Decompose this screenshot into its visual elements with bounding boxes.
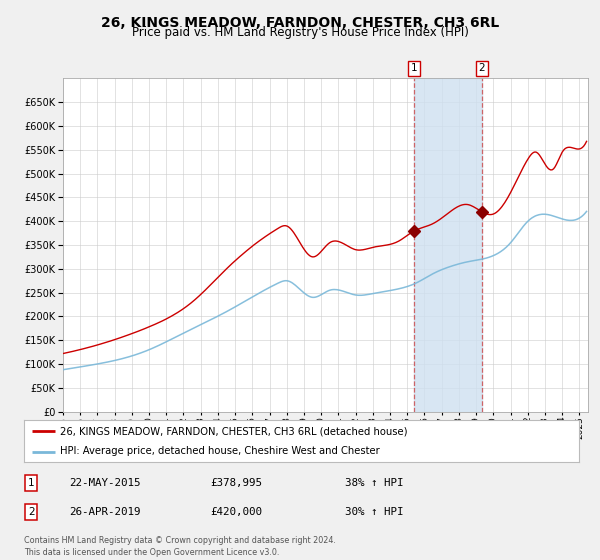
Text: 26-APR-2019: 26-APR-2019	[69, 507, 140, 517]
Text: 26, KINGS MEADOW, FARNDON, CHESTER, CH3 6RL (detached house): 26, KINGS MEADOW, FARNDON, CHESTER, CH3 …	[60, 426, 407, 436]
Text: Contains HM Land Registry data © Crown copyright and database right 2024.
This d: Contains HM Land Registry data © Crown c…	[24, 536, 336, 557]
Text: 22-MAY-2015: 22-MAY-2015	[69, 478, 140, 488]
Text: HPI: Average price, detached house, Cheshire West and Chester: HPI: Average price, detached house, Ches…	[60, 446, 380, 456]
Bar	[414, 78, 482, 412]
Text: 1: 1	[410, 63, 417, 73]
Text: 38% ↑ HPI: 38% ↑ HPI	[345, 478, 404, 488]
Text: 1: 1	[28, 478, 35, 488]
Text: Price paid vs. HM Land Registry's House Price Index (HPI): Price paid vs. HM Land Registry's House …	[131, 26, 469, 39]
Text: 26, KINGS MEADOW, FARNDON, CHESTER, CH3 6RL: 26, KINGS MEADOW, FARNDON, CHESTER, CH3 …	[101, 16, 499, 30]
Text: 2: 2	[478, 63, 485, 73]
Text: 2: 2	[28, 507, 35, 517]
Text: 30% ↑ HPI: 30% ↑ HPI	[345, 507, 404, 517]
Text: £420,000: £420,000	[210, 507, 262, 517]
Text: £378,995: £378,995	[210, 478, 262, 488]
